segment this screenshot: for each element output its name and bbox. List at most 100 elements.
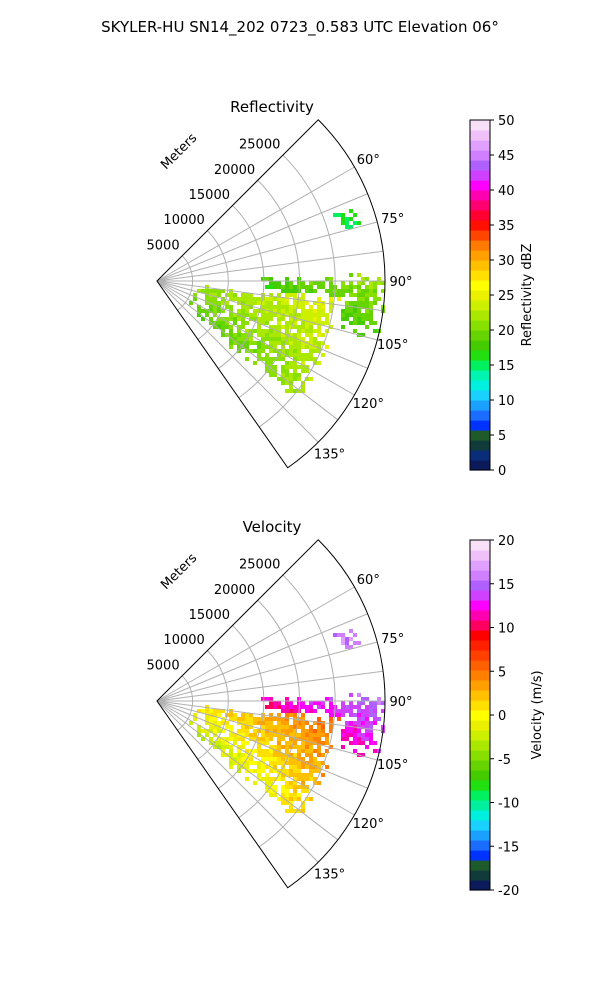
velocity-echo-cell (301, 773, 305, 777)
reflectivity-echo-cell (321, 281, 325, 285)
velocity-echo-cell (281, 757, 285, 761)
reflectivity-azimuth-spoke (156, 193, 368, 282)
reflectivity-echo-cell (253, 361, 257, 365)
velocity-echo-cell (281, 777, 285, 781)
reflectivity-echo-cell (265, 361, 269, 365)
reflectivity-echo-cell (289, 377, 293, 381)
velocity-echo-cell (285, 701, 289, 705)
reflectivity-echo-cell (357, 221, 361, 225)
velocity-echo-cell (345, 725, 349, 729)
reflectivity-echo-cell (233, 337, 237, 341)
velocity-echo-cell (229, 733, 233, 737)
reflectivity-colorbar-swatch (470, 200, 490, 211)
reflectivity-echo-cell (253, 317, 257, 321)
velocity-echo-cell (357, 729, 361, 733)
reflectivity-echo-cell (261, 321, 265, 325)
velocity-echo-cell (277, 721, 281, 725)
velocity-echo-cell (209, 725, 213, 729)
reflectivity-colorbar-swatch (470, 290, 490, 301)
velocity-echo-cell (249, 733, 253, 737)
velocity-echo-cell (249, 725, 253, 729)
velocity-echo-cell (293, 757, 297, 761)
reflectivity-echo-cell (277, 333, 281, 337)
reflectivity-echo-cell (277, 341, 281, 345)
velocity-echo-cell (349, 705, 353, 709)
reflectivity-sector-frame (156, 119, 386, 469)
velocity-echo-cell (265, 725, 269, 729)
reflectivity-echo-cell (349, 293, 353, 297)
reflectivity-echo-cell (341, 293, 345, 297)
velocity-echo-cell (297, 697, 301, 701)
reflectivity-echo-cell (309, 345, 313, 349)
velocity-echo-cell (341, 713, 345, 717)
reflectivity-echo-cell (305, 325, 309, 329)
velocity-echo-cell (277, 701, 281, 705)
reflectivity-echo-cell (341, 281, 345, 285)
reflectivity-echo-cell (349, 225, 353, 229)
reflectivity-echo-cell (349, 209, 353, 213)
velocity-echo-cell (217, 737, 221, 741)
reflectivity-echo-cell (361, 293, 365, 297)
velocity-echo-cell (345, 721, 349, 725)
velocity-echo-cell (201, 709, 205, 713)
reflectivity-echo-cell (249, 341, 253, 345)
reflectivity-echo-cell (301, 357, 305, 361)
reflectivity-echo-cell (237, 309, 241, 313)
velocity-echo-cell (237, 717, 241, 721)
velocity-echo-cell (317, 725, 321, 729)
velocity-azimuth-tick-label: 120° (353, 817, 384, 832)
velocity-echo-cell (365, 733, 369, 737)
reflectivity-echo-cell (245, 357, 249, 361)
reflectivity-echo-cell (317, 297, 321, 301)
velocity-echo-cell (341, 729, 345, 733)
velocity-echo-cell (353, 749, 357, 753)
velocity-echo-cell (381, 701, 385, 705)
reflectivity-echo-cell (361, 305, 365, 309)
velocity-range-tick-label: 15000 (189, 608, 230, 623)
velocity-colorbar-swatch (470, 620, 490, 631)
velocity-echo-cell (353, 733, 357, 737)
reflectivity-data-layer (189, 209, 385, 393)
velocity-echo-cell (369, 729, 373, 733)
reflectivity-azimuth-spoke (156, 280, 378, 341)
reflectivity-colorbar-swatch (470, 350, 490, 361)
velocity-echo-cell (337, 709, 341, 713)
reflectivity-colorbar-swatch (470, 120, 490, 131)
reflectivity-echo-cell (293, 389, 297, 393)
reflectivity-echo-cell (309, 313, 313, 317)
velocity-echo-cell (317, 717, 321, 721)
velocity-echo-cell (237, 749, 241, 753)
velocity-echo-cell (273, 785, 277, 789)
velocity-echo-cell (253, 717, 257, 721)
velocity-echo-cell (349, 645, 353, 649)
reflectivity-echo-cell (365, 277, 369, 281)
reflectivity-echo-cell (305, 329, 309, 333)
reflectivity-echo-cell (325, 329, 329, 333)
velocity-echo-cell (293, 729, 297, 733)
velocity-echo-cell (305, 797, 309, 801)
velocity-colorbar-tick-label: 20 (498, 534, 515, 549)
velocity-echo-cell (317, 733, 321, 737)
velocity-echo-cell (205, 713, 209, 717)
reflectivity-echo-cell (301, 325, 305, 329)
reflectivity-echo-cell (229, 313, 233, 317)
reflectivity-echo-cell (225, 301, 229, 305)
reflectivity-echo-cell (325, 317, 329, 321)
velocity-echo-cell (301, 809, 305, 813)
reflectivity-colorbar-swatch (470, 430, 490, 441)
velocity-echo-cell (289, 773, 293, 777)
reflectivity-echo-cell (285, 329, 289, 333)
velocity-echo-cell (249, 721, 253, 725)
velocity-echo-cell (345, 709, 349, 713)
reflectivity-echo-cell (309, 285, 313, 289)
reflectivity-echo-cell (289, 385, 293, 389)
reflectivity-colorbar-swatch (470, 250, 490, 261)
reflectivity-colorbar-swatch (470, 300, 490, 311)
reflectivity-echo-cell (281, 333, 285, 337)
velocity-echo-cell (237, 757, 241, 761)
velocity-echo-cell (321, 741, 325, 745)
velocity-echo-cell (285, 745, 289, 749)
reflectivity-colorbar-tick-label: 50 (498, 114, 515, 129)
reflectivity-echo-cell (205, 289, 209, 293)
velocity-echo-cell (317, 701, 321, 705)
